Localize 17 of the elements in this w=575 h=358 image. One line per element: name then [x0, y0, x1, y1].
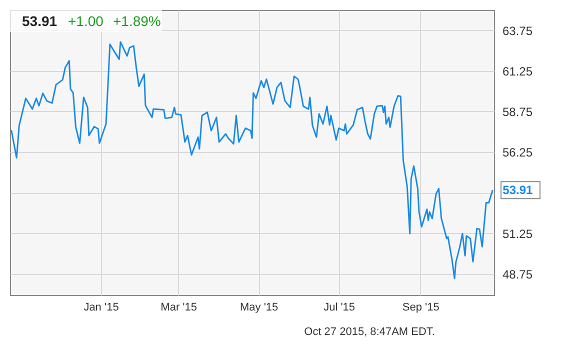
y-tick-label: 61.25 [502, 64, 533, 78]
text: Oct 27 2015, 8:47AM EDT. [304, 326, 435, 338]
y-tick-label: 51.25 [502, 226, 533, 241]
annotation: 53.91 [22, 13, 58, 29]
line-series [10, 41, 494, 280]
y-tick-label: 56.25 [502, 146, 533, 160]
y-tick-label: 63.75 [502, 24, 533, 38]
y-tick-label: 48.75 [502, 267, 533, 282]
x-tick-label: May '15 [240, 302, 278, 314]
x-tick-label: Sep '15 [402, 302, 440, 314]
annotation: +1.89% [113, 13, 161, 29]
annotation: +1.00 [68, 13, 104, 29]
x-tick-label: Jul '15 [324, 302, 356, 314]
y-tick-label: 58.75 [502, 104, 533, 119]
x-tick-label: Mar '15 [160, 302, 198, 314]
annotation: 53.91 [502, 183, 534, 198]
x-tick-label: Jan '15 [84, 302, 119, 314]
